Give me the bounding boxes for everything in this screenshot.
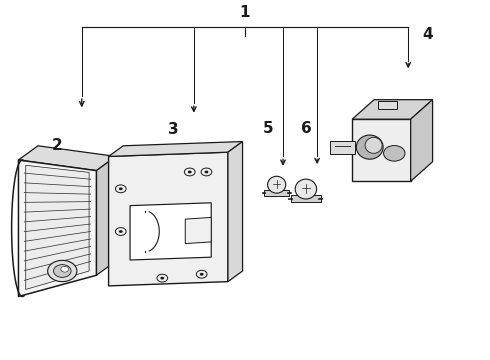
- Text: 1: 1: [240, 5, 250, 20]
- Circle shape: [61, 266, 69, 272]
- Circle shape: [119, 188, 122, 190]
- Circle shape: [188, 171, 192, 174]
- Circle shape: [204, 171, 208, 174]
- Bar: [264, 190, 290, 195]
- Polygon shape: [19, 160, 97, 297]
- Polygon shape: [185, 217, 211, 244]
- Polygon shape: [109, 152, 228, 286]
- Text: 6: 6: [300, 121, 311, 136]
- Ellipse shape: [356, 135, 383, 159]
- Text: 5: 5: [263, 121, 274, 136]
- Text: 3: 3: [168, 122, 178, 137]
- Ellipse shape: [268, 176, 286, 193]
- Circle shape: [53, 265, 71, 278]
- Circle shape: [48, 260, 77, 282]
- Ellipse shape: [295, 179, 317, 199]
- Polygon shape: [411, 100, 433, 181]
- Polygon shape: [97, 157, 116, 275]
- Polygon shape: [130, 203, 211, 260]
- Polygon shape: [228, 141, 243, 282]
- Text: 4: 4: [422, 27, 433, 41]
- Bar: [291, 195, 321, 202]
- Circle shape: [384, 145, 405, 161]
- Circle shape: [200, 273, 204, 276]
- Polygon shape: [26, 165, 89, 289]
- Ellipse shape: [365, 138, 382, 153]
- Polygon shape: [19, 146, 116, 171]
- Circle shape: [160, 277, 164, 280]
- Circle shape: [119, 230, 122, 233]
- Polygon shape: [352, 119, 411, 181]
- Text: 2: 2: [52, 138, 63, 153]
- Polygon shape: [352, 100, 433, 119]
- Bar: [378, 100, 397, 109]
- Polygon shape: [109, 141, 243, 157]
- Bar: [330, 141, 355, 153]
